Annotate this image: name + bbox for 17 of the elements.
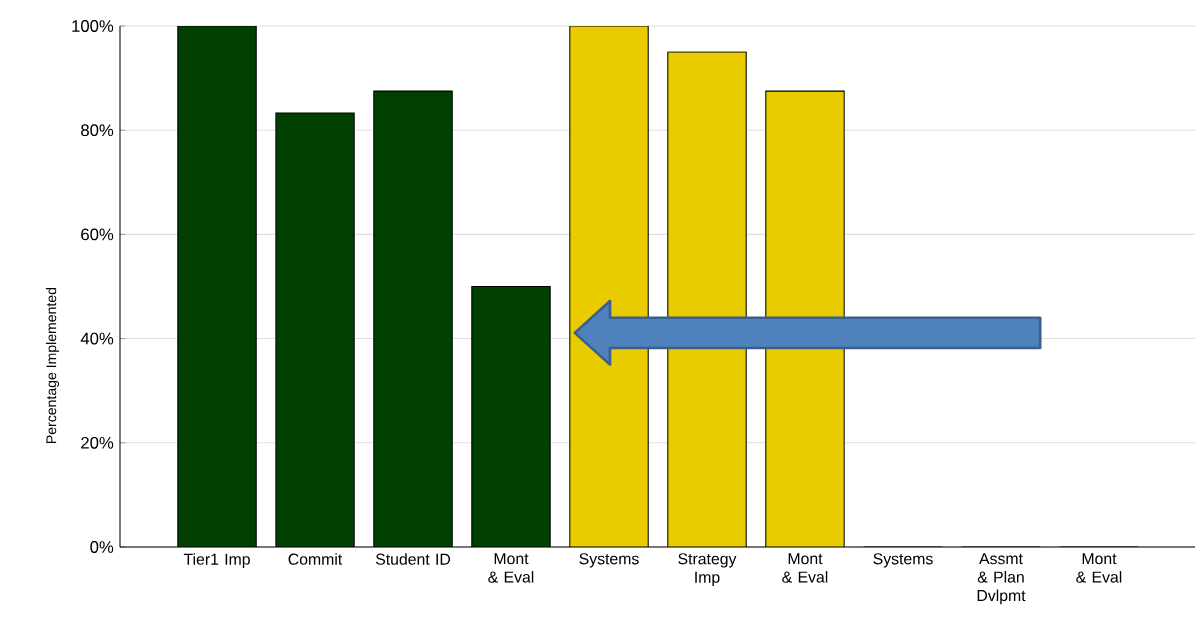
x-tick-label: Mont & Eval xyxy=(1076,553,1122,583)
x-tick-label: Mont & Eval xyxy=(488,553,534,583)
y-tick-label: 80% xyxy=(81,124,114,137)
y-axis-title: Percentage Implemented xyxy=(45,287,60,443)
y-tick-label: 20% xyxy=(81,436,114,449)
x-tick-label: Strategy Imp xyxy=(678,553,737,586)
y-tick-label: 0% xyxy=(90,541,114,553)
x-tick-label: Student ID xyxy=(375,553,451,565)
y-tick-label: 60% xyxy=(81,228,114,241)
y-tick-label: 100% xyxy=(72,20,114,32)
x-tick-label: Mont & Eval xyxy=(782,553,828,583)
x-tick-label: Systems xyxy=(873,553,933,568)
y-tick-label: 40% xyxy=(80,332,114,345)
x-tick-label: Tier1 Imp xyxy=(183,553,250,568)
x-tick-label: Assmt & Plan Dvlpmt xyxy=(977,553,1026,605)
x-tick-label: Commit xyxy=(288,553,343,565)
x-tick-label: Systems xyxy=(579,553,639,568)
